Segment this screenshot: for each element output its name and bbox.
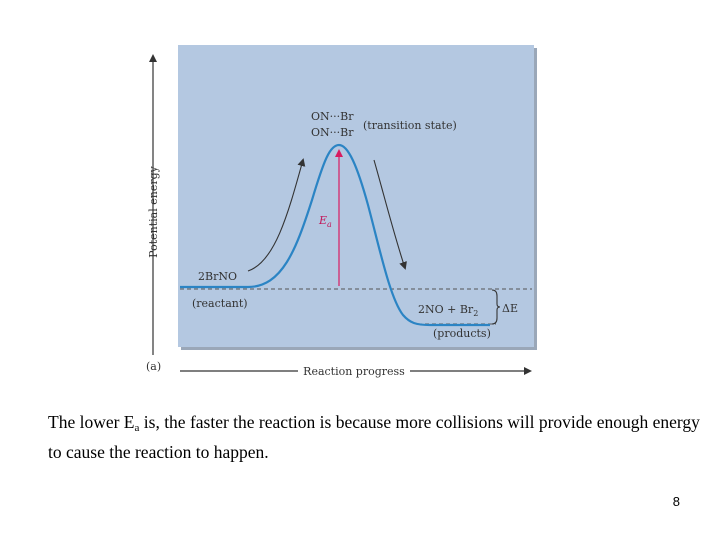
y-axis-label: Potential energy <box>147 165 160 258</box>
caption-end: is, the faster the reaction is because m… <box>48 412 700 462</box>
diagram-panel <box>178 45 534 347</box>
reactant-label: (reactant) <box>192 297 248 310</box>
product-label: (products) <box>433 327 491 340</box>
transition-state-line1: ON···Br <box>311 110 354 123</box>
product-formula: 2NO + Br2 <box>418 303 478 318</box>
energy-curve <box>180 143 490 327</box>
delta-e-bracket <box>491 289 501 325</box>
uphill-arrow <box>247 158 306 272</box>
delta-e-label: ΔE <box>502 302 518 315</box>
activation-energy-label: Ea <box>318 214 332 229</box>
caption-start: The lower E <box>48 412 135 432</box>
energy-diagram: Potential energy Reaction progress (a) E… <box>146 45 537 378</box>
page-number: 8 <box>672 494 680 509</box>
reactant-formula: 2BrNO <box>198 270 237 283</box>
panel-label: (a) <box>146 360 161 373</box>
caption-subscript: a <box>134 422 140 434</box>
transition-state-line2: ON···Br <box>311 126 354 139</box>
x-axis-label: Reaction progress <box>303 365 405 378</box>
transition-state-label: (transition state) <box>363 119 457 132</box>
caption: The lower Ea is, the faster the reaction… <box>48 410 708 464</box>
downhill-arrow <box>373 159 407 270</box>
